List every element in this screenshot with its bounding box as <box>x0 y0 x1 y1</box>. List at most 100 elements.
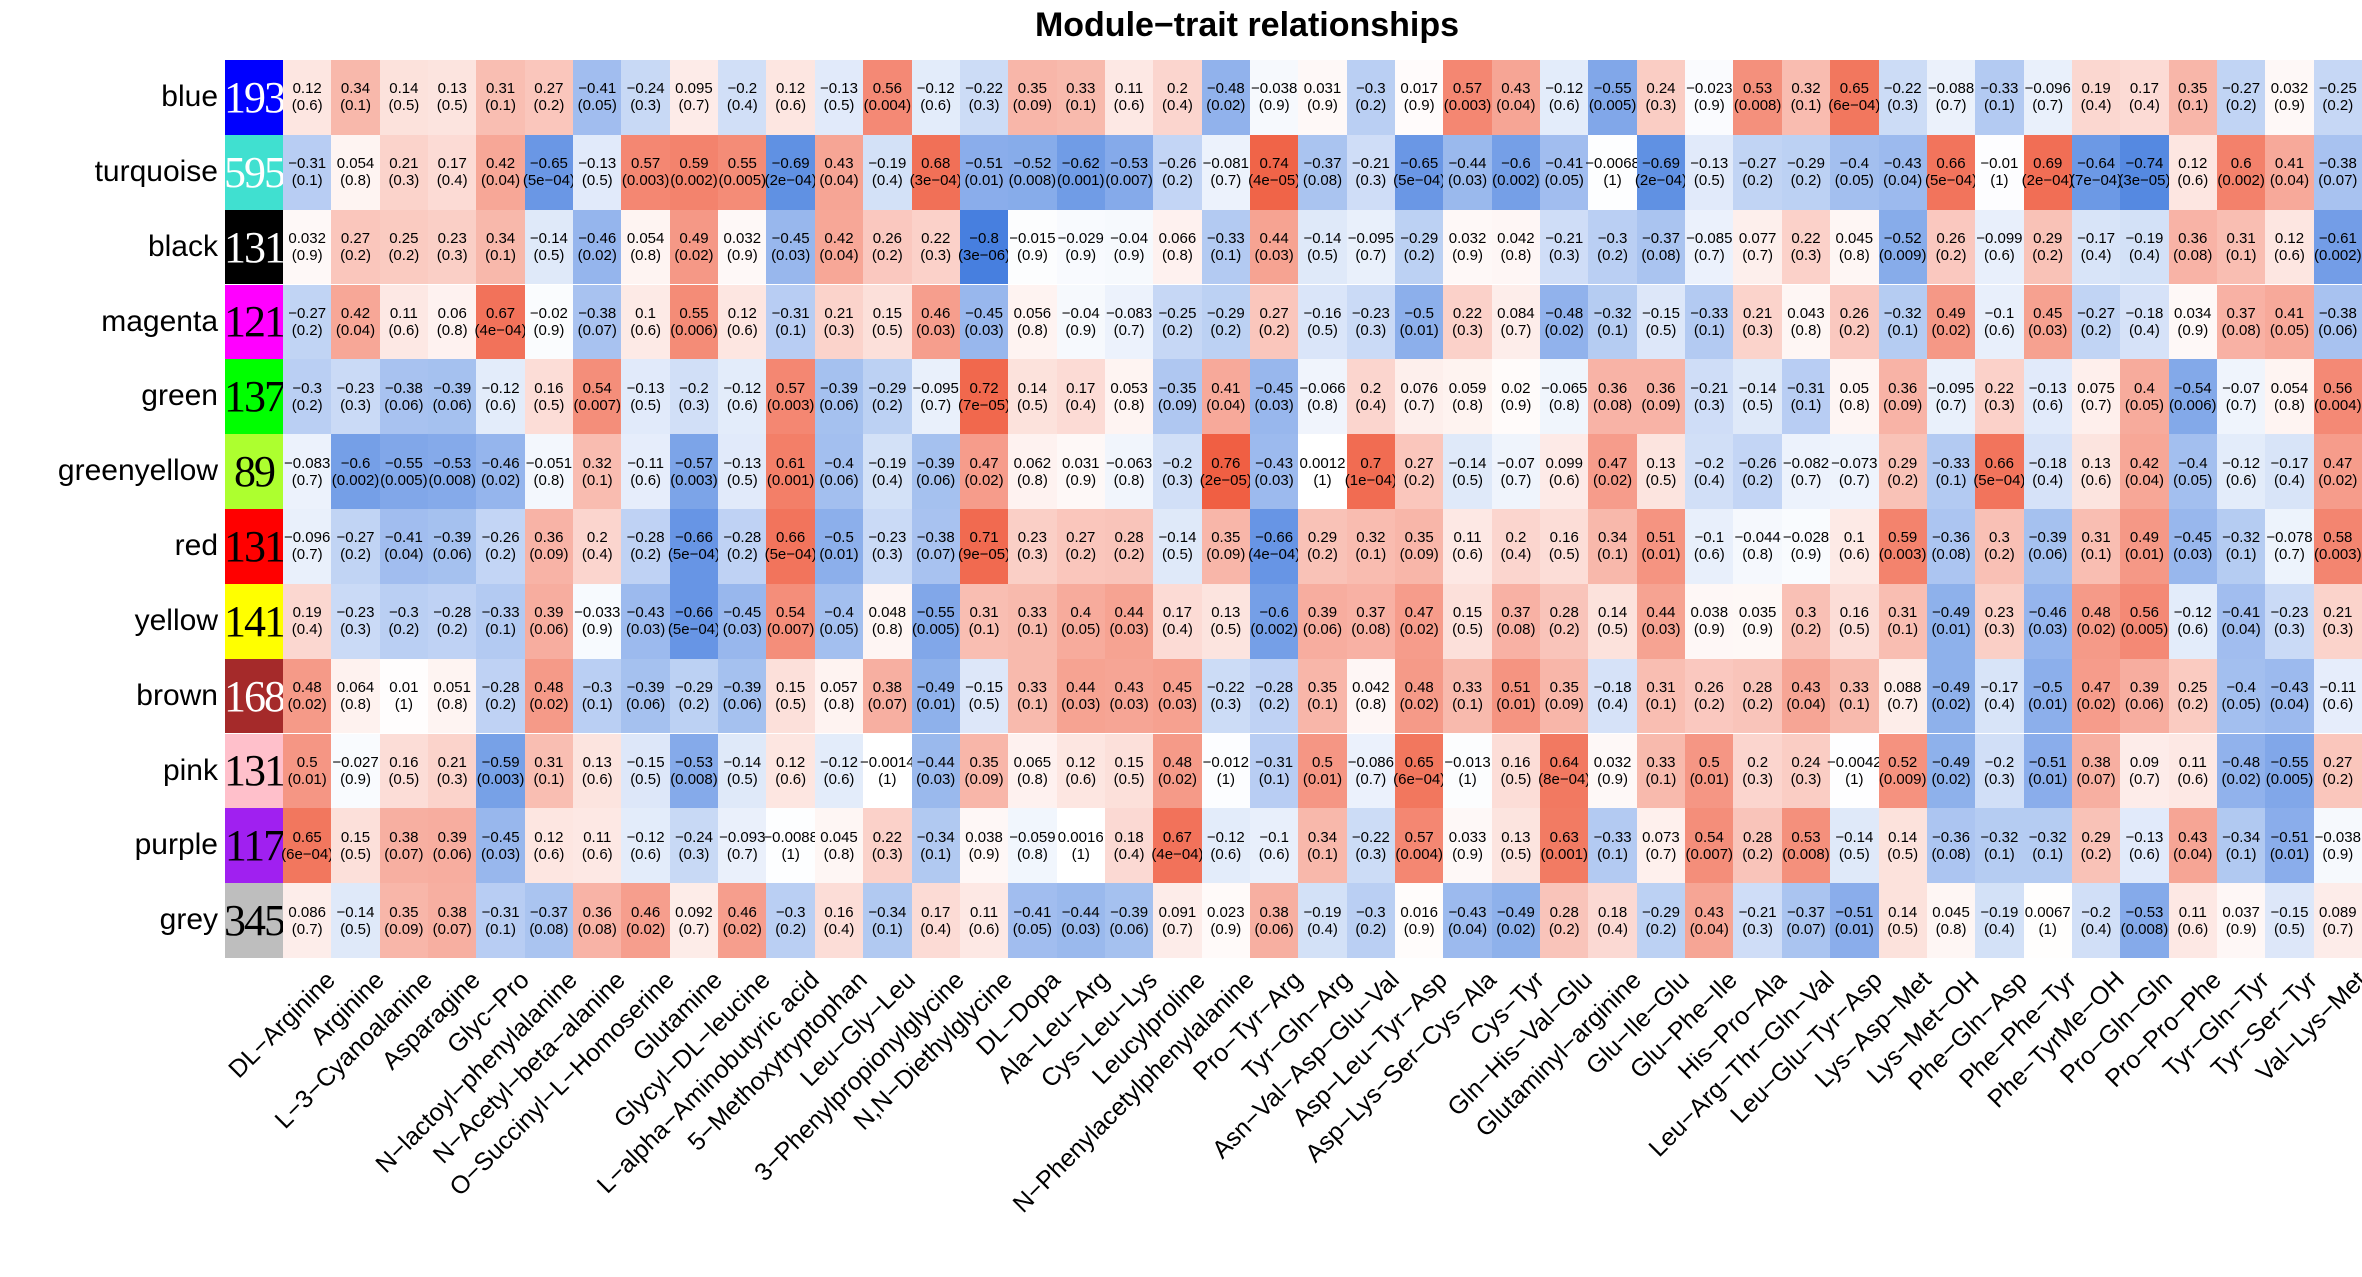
module-label-black: black <box>147 229 218 263</box>
cell-correlation: 0.088 <box>1883 679 1922 697</box>
heatmap-cell: 0.042 (0.8) <box>1346 658 1396 734</box>
heatmap-cell: −0.31 (0.1) <box>476 883 525 958</box>
heatmap-cell: −0.49 (0.02) <box>1926 733 1976 809</box>
cell-pvalue: (0.6) <box>291 97 323 115</box>
cell-pvalue: (0.02) <box>2076 621 2116 639</box>
cell-correlation: −0.39 <box>1110 903 1149 921</box>
cell-pvalue: (0.2) <box>2177 696 2209 714</box>
cell-pvalue: (0.7) <box>2322 920 2354 938</box>
cell-pvalue: (0.7) <box>1162 920 1193 938</box>
heatmap-cell: 0.12 (0.6) <box>718 284 767 360</box>
cell-correlation: −0.33 <box>1206 230 1245 248</box>
heatmap-cell: 0.11 (0.6) <box>573 808 622 884</box>
cell-pvalue: (0.5) <box>340 845 371 863</box>
heatmap-cell: 0.21 (0.3) <box>814 284 864 360</box>
heatmap-cell: 0.15 (0.5) <box>863 284 912 360</box>
cell-correlation: 0.71 <box>969 529 999 547</box>
module-gene-count: 89 <box>234 447 276 497</box>
cell-correlation: 0.048 <box>868 604 907 622</box>
heatmap-cell: −0.43 (0.03) <box>621 583 670 659</box>
heatmap-cell: 0.54 (0.007) <box>1685 808 1734 884</box>
heatmap-cell: −0.62 (0.001) <box>1056 134 1105 210</box>
cell-correlation: 0.31 <box>2226 230 2256 248</box>
cell-pvalue: (0.5) <box>630 396 662 414</box>
heatmap-cell: −0.19 (0.4) <box>863 134 912 210</box>
cell-pvalue: (0.9) <box>533 321 565 339</box>
cell-correlation: 0.4 <box>2133 379 2155 397</box>
heatmap-cell: 0.12 (0.6) <box>766 733 815 809</box>
cell-correlation: 0.57 <box>631 155 661 173</box>
heatmap-cell: −0.066 (0.8) <box>1298 359 1347 435</box>
cell-correlation: 0.23 <box>1984 604 2014 622</box>
cell-correlation: −0.12 <box>1545 80 1584 98</box>
cell-pvalue: (0.2) <box>533 97 565 115</box>
cell-correlation: −0.28 <box>433 604 472 622</box>
cell-correlation: −0.43 <box>2270 679 2309 697</box>
cell-correlation: 0.15 <box>1452 604 1483 622</box>
heatmap-cell: 0.43 (0.04) <box>1781 658 1831 734</box>
cell-correlation: 0.26 <box>1694 679 1724 697</box>
heatmap-cell: −0.27 (0.2) <box>331 509 380 584</box>
cell-pvalue: (0.7) <box>291 471 323 489</box>
cell-pvalue: (0.6) <box>533 845 565 863</box>
heatmap-cell: 0.41 (0.05) <box>2265 284 2314 360</box>
heatmap-cell: −0.14 (0.5) <box>1298 209 1347 285</box>
cell-pvalue: (0.3) <box>630 97 662 115</box>
cell-pvalue: (0.3) <box>1790 247 1822 265</box>
cell-correlation: 0.35 <box>1307 679 1338 697</box>
heatmap-cell: −0.6 (0.002) <box>1491 134 1541 210</box>
cell-pvalue: (0.4) <box>2032 471 2064 489</box>
cell-pvalue: (0.008) <box>1782 845 1830 863</box>
cell-pvalue: (0.04) <box>1206 396 1246 414</box>
cell-pvalue: (0.009) <box>1878 247 1927 265</box>
cell-pvalue: (0.7) <box>920 396 952 414</box>
heatmap-cell: −0.04 (0.9) <box>1056 284 1105 360</box>
cell-pvalue: (0.6) <box>775 770 807 788</box>
cell-correlation: 0.35 <box>1549 679 1579 697</box>
cell-correlation: 0.077 <box>1738 230 1777 248</box>
cell-correlation: 0.58 <box>2323 529 2353 547</box>
cell-correlation: 0.56 <box>2323 379 2353 397</box>
cell-correlation: 0.57 <box>1452 80 1483 98</box>
cell-pvalue: (0.8) <box>1355 696 1387 714</box>
heatmap-cell: 0.26 (0.2) <box>1830 284 1879 360</box>
cell-pvalue: (0.6) <box>726 396 758 414</box>
cell-pvalue: (0.3) <box>968 97 1000 115</box>
cell-pvalue: (0.4) <box>1597 920 1628 938</box>
heatmap-cell: 0.49 (0.01) <box>2120 509 2169 584</box>
cell-correlation: −0.12 <box>2222 454 2261 472</box>
heatmap-cell: −0.21 (0.3) <box>1346 134 1396 210</box>
heatmap-cell: 0.42 (0.04) <box>814 209 864 285</box>
cell-pvalue: (0.7) <box>1645 845 1677 863</box>
cell-correlation: −0.35 <box>1158 379 1197 397</box>
cell-correlation: 0.28 <box>1549 604 1579 622</box>
cell-correlation: 0.49 <box>2129 529 2160 547</box>
heatmap-cell: 0.56 (0.004) <box>2313 359 2362 435</box>
cell-pvalue: (0.09) <box>1012 97 1052 115</box>
cell-correlation: −0.15 <box>1641 304 1680 322</box>
heatmap-cell: 0.21 (0.3) <box>428 733 477 809</box>
heatmap-cell: −0.28 (0.2) <box>621 509 670 584</box>
cell-pvalue: (0.1) <box>2225 247 2257 265</box>
cell-correlation: 0.66 <box>1984 454 2014 472</box>
heatmap-cell: −0.27 (0.2) <box>2216 60 2266 135</box>
cell-correlation: −0.25 <box>2318 80 2357 98</box>
cell-correlation: 0.67 <box>1162 828 1193 846</box>
cell-pvalue: (0.008) <box>1008 172 1057 190</box>
cell-pvalue: (0.3) <box>1887 97 1919 115</box>
cell-correlation: −0.12 <box>481 379 520 397</box>
cell-pvalue: (0.3) <box>1016 546 1048 564</box>
module-gene-count: 131 <box>224 222 286 272</box>
cell-correlation: 0.11 <box>1453 529 1482 547</box>
heatmap-cell: −0.69 (2e−04) <box>1635 134 1687 210</box>
cell-correlation: −0.46 <box>2028 604 2067 622</box>
cell-pvalue: (1) <box>1313 471 1332 489</box>
cell-correlation: −0.53 <box>433 454 472 472</box>
heatmap-cell: 0.27 (0.2) <box>1395 434 1444 509</box>
cell-correlation: 0.15 <box>340 828 371 846</box>
cell-pvalue: (0.05) <box>819 621 859 639</box>
heatmap-cell: 0.7 (1e−04) <box>1345 434 1397 509</box>
cell-correlation: −0.28 <box>1255 679 1294 697</box>
cell-correlation: 0.36 <box>2178 230 2208 248</box>
cell-correlation: 0.17 <box>921 903 951 921</box>
